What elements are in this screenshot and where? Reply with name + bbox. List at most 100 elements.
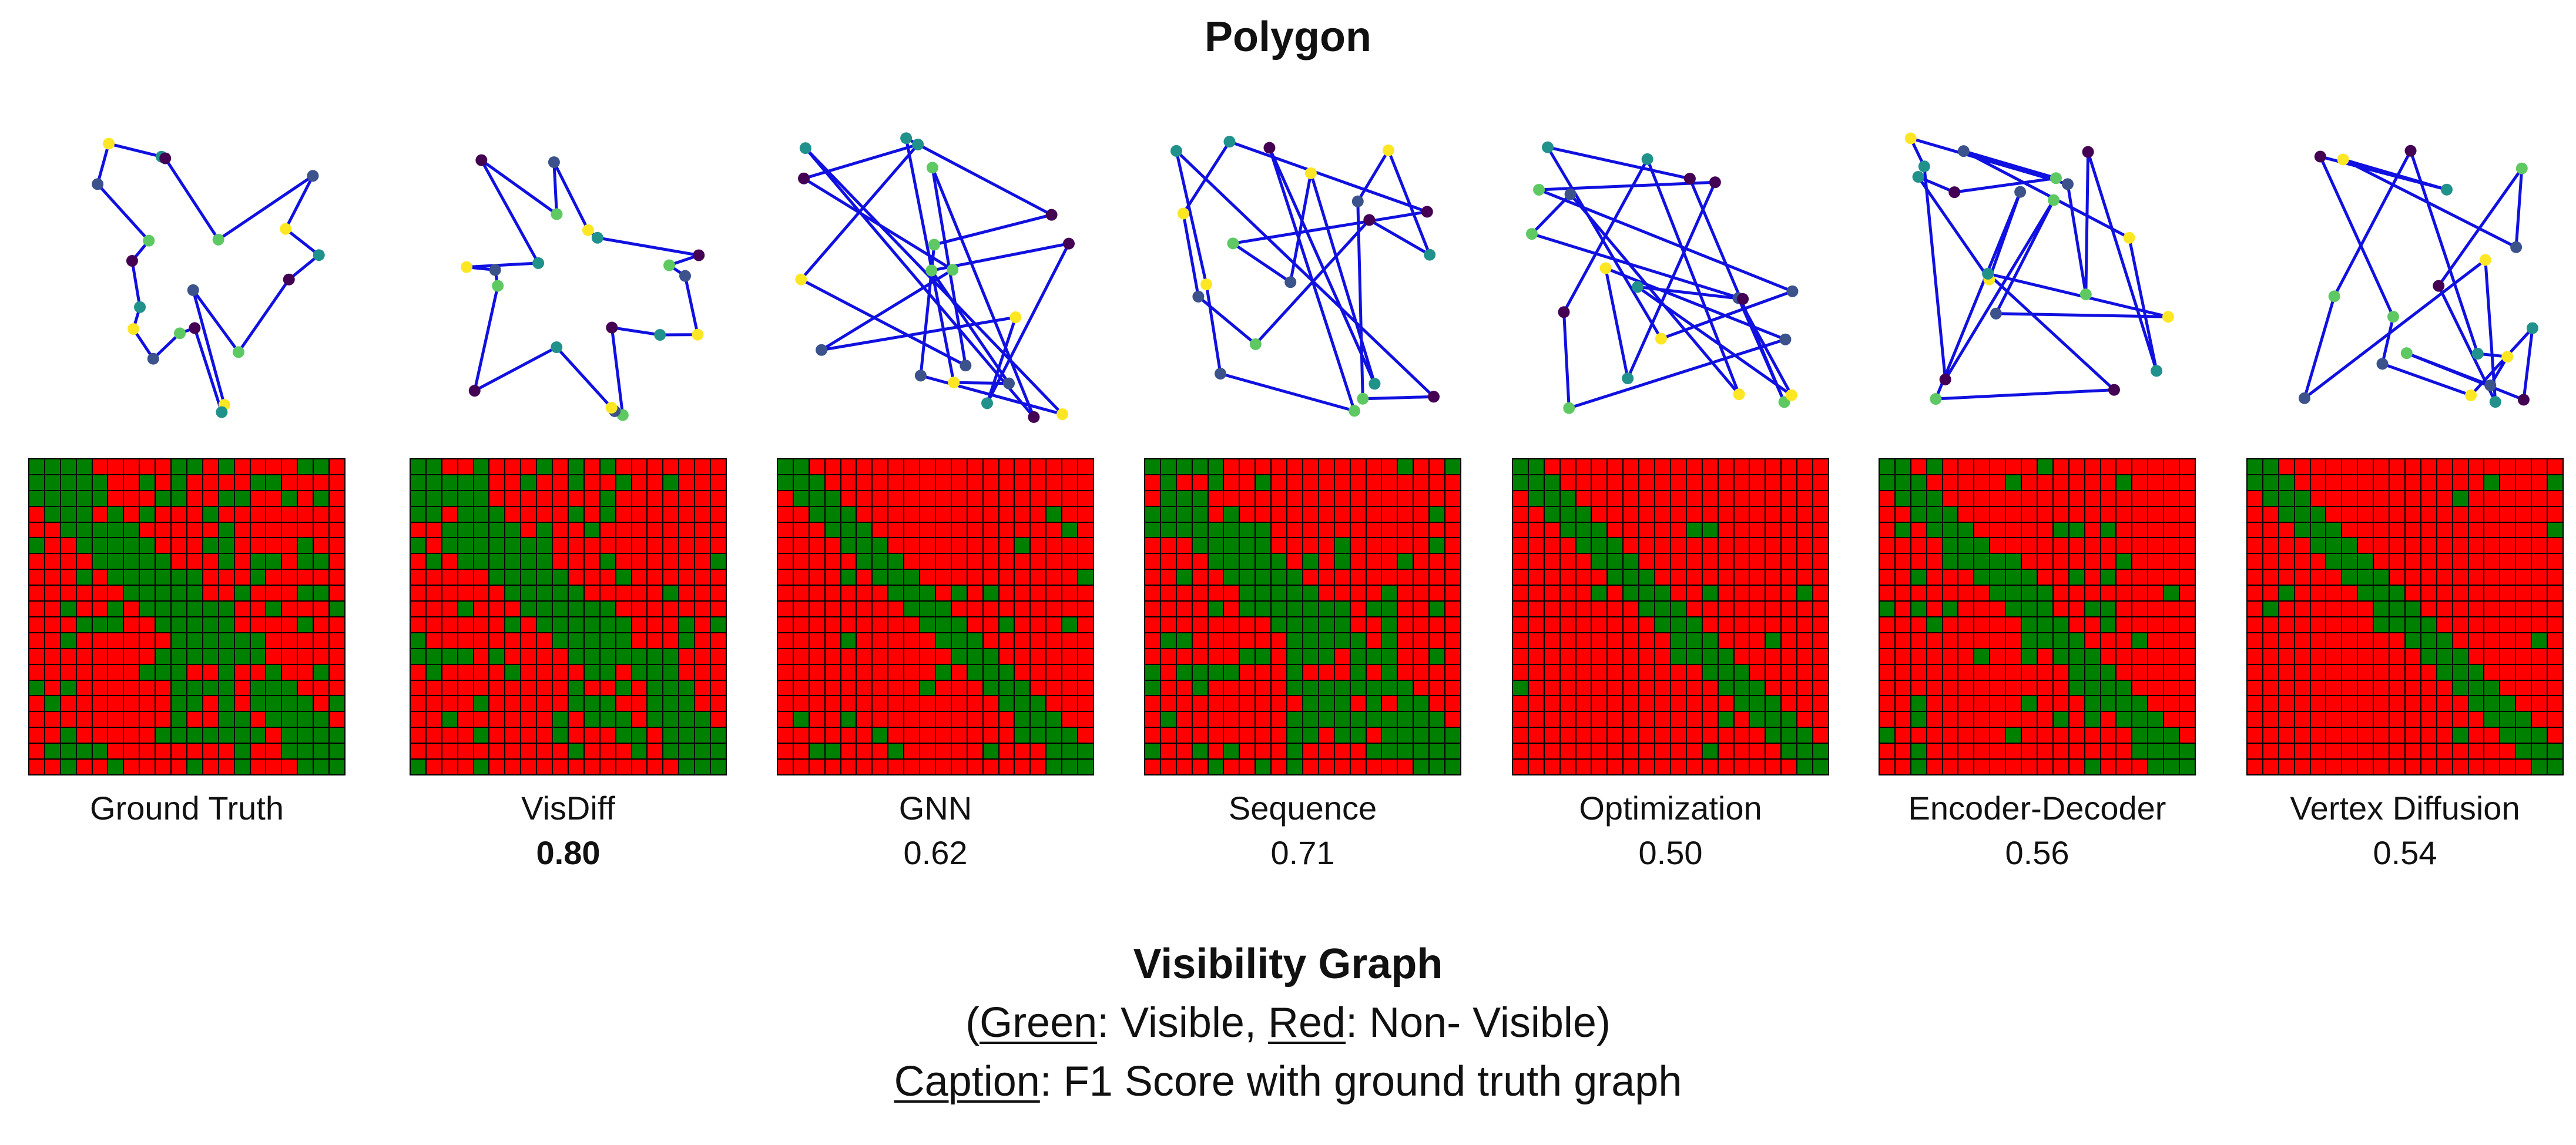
non-visible-cell	[2342, 475, 2357, 490]
non-visible-cell	[1624, 760, 1639, 774]
non-visible-cell	[282, 617, 297, 632]
non-visible-cell	[1430, 696, 1445, 711]
non-visible-cell	[2101, 459, 2116, 474]
non-visible-cell	[1702, 617, 1718, 632]
visible-cell	[2069, 649, 2084, 664]
non-visible-cell	[1797, 649, 1813, 664]
non-visible-cell	[1671, 712, 1686, 727]
non-visible-cell	[1813, 475, 1828, 490]
visible-cell	[45, 491, 60, 506]
visible-cell	[426, 459, 441, 474]
non-visible-cell	[1608, 522, 1623, 538]
non-visible-cell	[2342, 649, 2357, 664]
non-visible-cell	[1927, 633, 1942, 648]
non-visible-cell	[2006, 680, 2021, 696]
non-visible-cell	[2548, 696, 2562, 711]
non-visible-cell	[2279, 633, 2294, 648]
non-visible-cell	[1382, 459, 1397, 474]
non-visible-cell	[489, 744, 505, 759]
polygon-vertex	[912, 138, 924, 150]
non-visible-cell	[458, 459, 473, 474]
non-visible-cell	[2548, 459, 2562, 474]
non-visible-cell	[2279, 744, 2294, 759]
non-visible-cell	[1145, 475, 1160, 490]
non-visible-cell	[1718, 459, 1733, 474]
non-visible-cell	[1813, 696, 1828, 711]
non-visible-cell	[1303, 744, 1318, 759]
non-visible-cell	[1208, 617, 1223, 632]
non-visible-cell	[679, 602, 695, 616]
non-visible-cell	[1813, 680, 1828, 696]
non-visible-cell	[1398, 617, 1413, 632]
non-visible-cell	[663, 617, 679, 632]
non-visible-cell	[2484, 506, 2500, 522]
non-visible-cell	[2310, 570, 2326, 585]
polygon-plot	[2246, 117, 2564, 435]
non-visible-cell	[474, 586, 489, 601]
visible-cell	[1208, 554, 1223, 569]
non-visible-cell	[1718, 506, 1733, 522]
visible-cell	[967, 664, 982, 680]
non-visible-cell	[2453, 554, 2468, 569]
visible-cell	[679, 617, 695, 632]
non-visible-cell	[2405, 712, 2420, 727]
non-visible-cell	[2516, 586, 2531, 601]
polygon-vertex	[102, 137, 115, 150]
non-visible-cell	[203, 459, 218, 474]
non-visible-cell	[2405, 760, 2420, 774]
non-visible-cell	[2117, 602, 2132, 616]
non-visible-cell	[2279, 649, 2294, 664]
non-visible-cell	[1702, 506, 1718, 522]
non-visible-cell	[2310, 696, 2326, 711]
non-visible-cell	[2248, 760, 2262, 774]
non-visible-cell	[2342, 633, 2357, 648]
non-visible-cell	[1544, 538, 1559, 553]
non-visible-cell	[2374, 459, 2389, 474]
non-visible-cell	[1382, 570, 1397, 585]
visible-cell	[411, 633, 425, 648]
non-visible-cell	[2164, 680, 2179, 696]
non-visible-cell	[1208, 633, 1223, 648]
visible-cell	[983, 649, 998, 664]
non-visible-cell	[1240, 633, 1255, 648]
visible-cell	[250, 680, 266, 696]
non-visible-cell	[1734, 506, 1749, 522]
non-visible-cell	[2085, 522, 2100, 538]
visible-cell	[2148, 744, 2164, 759]
non-visible-cell	[1208, 491, 1223, 506]
non-visible-cell	[1990, 633, 2005, 648]
visible-cell	[219, 538, 234, 553]
non-visible-cell	[1398, 491, 1413, 506]
non-visible-cell	[1513, 506, 1528, 522]
non-visible-cell	[45, 680, 60, 696]
non-visible-cell	[2117, 617, 2132, 632]
non-visible-cell	[2263, 586, 2278, 601]
visible-cell	[648, 696, 663, 711]
non-visible-cell	[1576, 554, 1591, 569]
visible-cell	[505, 664, 521, 680]
non-visible-cell	[2053, 664, 2068, 680]
non-visible-cell	[458, 744, 473, 759]
non-visible-cell	[2390, 712, 2404, 727]
non-visible-cell	[857, 760, 872, 774]
non-visible-cell	[1895, 538, 1910, 553]
non-visible-cell	[663, 633, 679, 648]
non-visible-cell	[2421, 554, 2436, 569]
non-visible-cell	[1414, 586, 1429, 601]
non-visible-cell	[920, 760, 935, 774]
non-visible-cell	[1046, 475, 1062, 490]
visible-cell	[1895, 522, 1910, 538]
visible-cell	[1513, 475, 1528, 490]
visible-cell	[2358, 554, 2373, 569]
visible-cell	[2279, 475, 2294, 490]
visible-cell	[1528, 491, 1544, 506]
non-visible-cell	[298, 570, 313, 585]
non-visible-cell	[1319, 554, 1334, 569]
non-visible-cell	[1398, 522, 1413, 538]
non-visible-cell	[1445, 680, 1460, 696]
visible-cell	[2453, 680, 2468, 696]
polygon-edge	[1173, 140, 1438, 413]
non-visible-cell	[426, 633, 441, 648]
non-visible-cell	[2310, 586, 2326, 601]
non-visible-cell	[505, 491, 521, 506]
